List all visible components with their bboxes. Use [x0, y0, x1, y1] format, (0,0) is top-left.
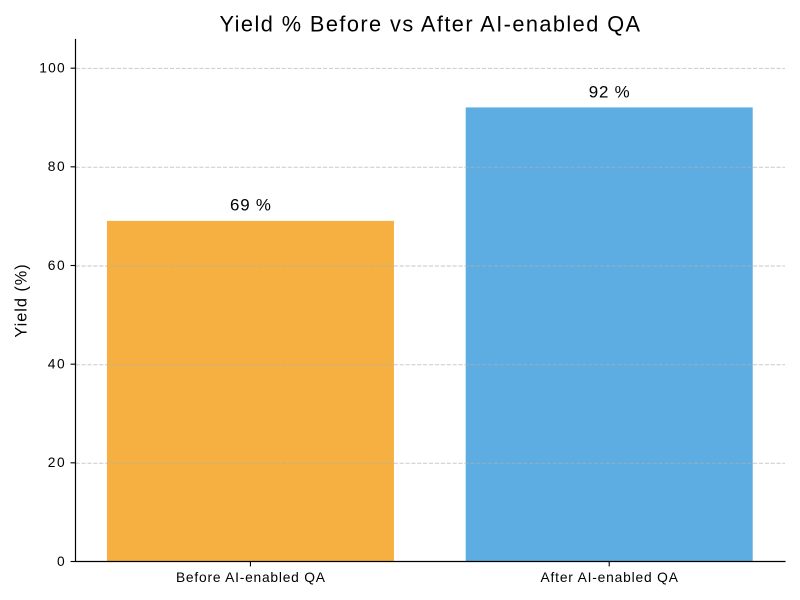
- svg-text:Yield (%): Yield (%): [12, 264, 30, 337]
- svg-text:40: 40: [48, 357, 65, 372]
- svg-text:80: 80: [48, 159, 65, 174]
- svg-text:60: 60: [48, 258, 65, 273]
- svg-text:100: 100: [39, 61, 65, 76]
- svg-text:69 %: 69 %: [230, 196, 271, 215]
- svg-text:92 %: 92 %: [589, 83, 630, 102]
- svg-text:After AI-enabled QA: After AI-enabled QA: [541, 570, 679, 585]
- svg-text:20: 20: [48, 455, 65, 470]
- svg-text:0: 0: [57, 554, 65, 569]
- svg-text:Yield % Before vs After AI-ena: Yield % Before vs After AI-enabled QA: [220, 12, 641, 37]
- svg-text:Before AI-enabled QA: Before AI-enabled QA: [176, 570, 326, 585]
